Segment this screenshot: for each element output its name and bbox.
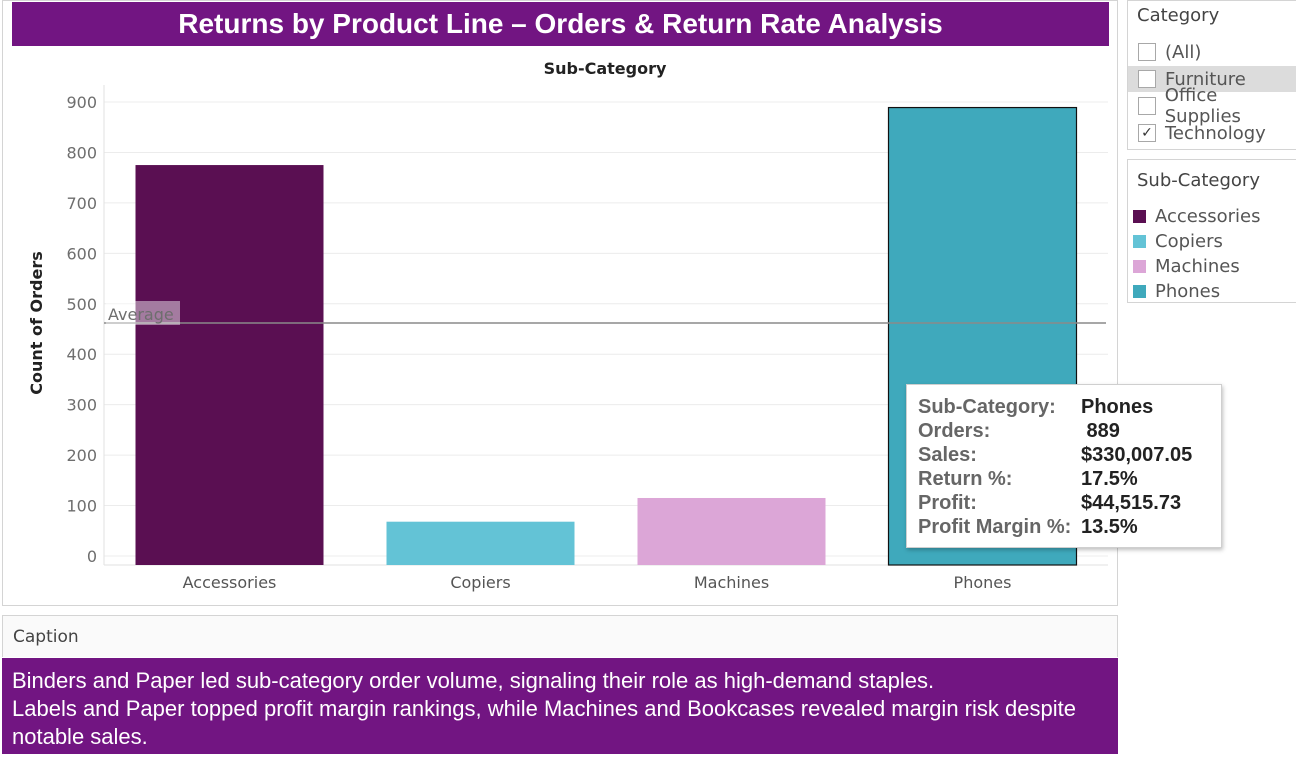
legend-swatch <box>1133 259 1146 273</box>
checkbox[interactable] <box>1138 70 1156 88</box>
tooltip-value: $330,007.05 <box>1081 444 1193 466</box>
filter-item-label: Technology <box>1165 122 1266 144</box>
average-reference: Average <box>104 301 1106 325</box>
tooltip-key: Orders: <box>918 420 991 442</box>
dashboard-title: Returns by Product Line – Orders & Retur… <box>12 2 1109 46</box>
y-tick-label: 200 <box>66 446 97 465</box>
legend-item[interactable]: Accessories <box>1133 204 1261 228</box>
tooltip-row: Return %: 17.5% <box>918 467 1221 491</box>
y-tick-label: 700 <box>66 194 97 213</box>
legend-item[interactable]: Machines <box>1133 254 1240 278</box>
tooltip-key: Sales: <box>918 444 977 466</box>
filter-item[interactable]: (All) <box>1128 39 1296 65</box>
caption-body: Binders and Paper led sub-category order… <box>2 658 1118 754</box>
y-tick-label: 0 <box>87 547 97 566</box>
category-filter: Category (All) Furniture Office Supplies ✓ T… <box>1127 0 1296 150</box>
filter-item[interactable]: Furniture <box>1128 66 1296 92</box>
y-tick-label: 400 <box>66 345 97 364</box>
legend-item[interactable]: Phones <box>1133 279 1220 303</box>
filter-item[interactable]: Office Supplies <box>1128 85 1296 127</box>
filter-item-label: (All) <box>1165 41 1202 63</box>
legend-item[interactable]: Copiers <box>1133 229 1223 253</box>
tooltip-row: Orders: 889 <box>918 419 1221 443</box>
chart-title: Sub-Category <box>544 59 667 78</box>
tooltip-key: Return %: <box>918 468 1013 490</box>
caption-line-1: Binders and Paper led sub-category order… <box>12 668 935 693</box>
legend-swatch <box>1133 284 1146 298</box>
tooltip: Sub-Category: Phones Orders: 889 Sales: $330… <box>906 384 1222 548</box>
legend-title: Sub-Category <box>1137 170 1260 191</box>
tooltip-key: Profit: <box>918 492 977 514</box>
y-tick-label: 500 <box>66 295 97 314</box>
bar-copiers[interactable] <box>386 521 575 565</box>
x-tick-label: Accessories <box>183 573 277 592</box>
filter-item[interactable]: ✓ Technology <box>1128 120 1296 146</box>
tooltip-key: Profit Margin %: <box>918 516 1072 538</box>
legend-label: Accessories <box>1155 205 1261 227</box>
caption-line-2: Labels and Paper topped profit margin ra… <box>12 696 1076 749</box>
y-tick-label: 800 <box>66 143 97 162</box>
bar-accessories[interactable] <box>135 165 324 566</box>
tooltip-value: 13.5% <box>1081 516 1138 538</box>
tooltip-key: Sub-Category: <box>918 396 1056 418</box>
y-tick-label: 300 <box>66 396 97 415</box>
sub-category-legend: Sub-Category Accessories Copiers Machines P… <box>1127 159 1296 303</box>
y-axis-ticks: 0 100 200 300 400 500 600 700 800 900 <box>66 93 97 566</box>
bar-machines[interactable] <box>637 497 826 565</box>
checkbox[interactable] <box>1138 97 1156 115</box>
legend-label: Copiers <box>1155 230 1223 252</box>
legend-label: Machines <box>1155 255 1240 277</box>
average-label: Average <box>108 305 174 324</box>
y-axis-title: Count of Orders <box>27 251 46 394</box>
legend-swatch <box>1133 234 1146 248</box>
tooltip-row: Profit: $44,515.73 <box>918 491 1221 515</box>
tooltip-value: $44,515.73 <box>1081 492 1182 514</box>
legend-swatch <box>1133 209 1146 223</box>
average-label-bg <box>106 301 180 325</box>
x-axis-labels: Accessories Copiers Machines Phones <box>183 573 1012 592</box>
tooltip-value: 17.5% <box>1081 468 1138 490</box>
checkbox[interactable] <box>1138 43 1156 61</box>
x-tick-label: Copiers <box>450 573 510 592</box>
legend-label: Phones <box>1155 280 1221 302</box>
y-tick-label: 600 <box>66 244 97 263</box>
y-tick-label: 900 <box>66 93 97 112</box>
filter-title: Category <box>1137 5 1220 26</box>
y-tick-label: 100 <box>66 497 97 516</box>
filter-item-label: Office Supplies <box>1164 85 1241 127</box>
filter-item-label: Furniture <box>1165 68 1246 90</box>
tooltip-row: Sales: $330,007.05 <box>918 443 1221 467</box>
checkbox-checked[interactable]: ✓ <box>1138 124 1156 142</box>
caption-header: Caption <box>2 615 1118 657</box>
tooltip-value: 889 <box>1081 420 1120 442</box>
x-tick-label: Machines <box>694 573 769 592</box>
x-tick-label: Phones <box>954 573 1012 592</box>
tooltip-row: Sub-Category: Phones <box>918 395 1221 419</box>
tooltip-value: Phones <box>1081 396 1154 418</box>
tooltip-row: Profit Margin %: 13.5% <box>918 515 1221 539</box>
